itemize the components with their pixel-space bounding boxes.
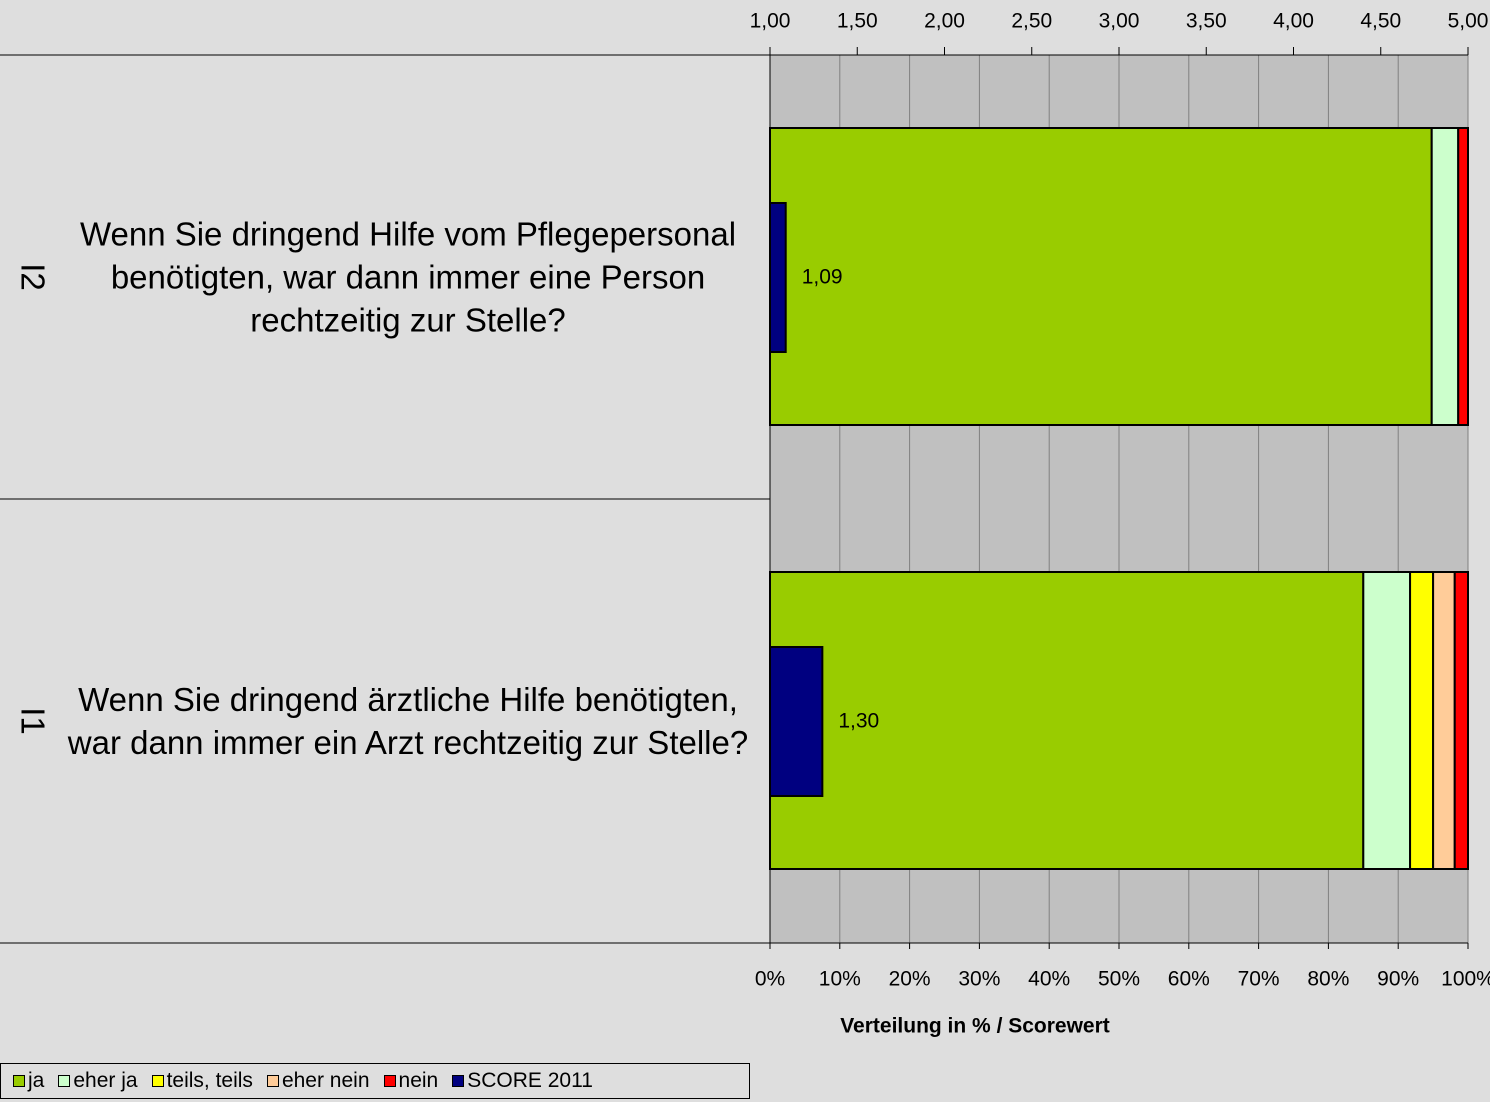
bar-segment	[1457, 127, 1470, 426]
x-tick-label: 100%	[1441, 968, 1490, 991]
legend-swatch	[151, 1075, 164, 1087]
bar-segment	[1362, 571, 1412, 870]
legend-swatch	[383, 1075, 396, 1087]
legend-label: SCORE 2011	[467, 1069, 593, 1092]
x-tick-label: 40%	[1028, 968, 1070, 991]
x-tick-label: 90%	[1377, 968, 1419, 991]
legend: ja eher ja teils, teils eher nein nein SCORE …	[0, 1063, 750, 1099]
legend-swatch	[452, 1075, 465, 1087]
x-tick-label: 0%	[755, 968, 785, 991]
score-bar	[769, 646, 824, 797]
legend-item: ja	[13, 1069, 44, 1093]
x-tick-label: 60%	[1168, 968, 1210, 991]
legend-swatch	[266, 1075, 279, 1087]
x-tick-label: 10%	[819, 968, 861, 991]
row-code: I1	[14, 707, 51, 735]
score-label: 1,09	[802, 266, 843, 289]
bar-segment	[1430, 127, 1460, 426]
legend-label: ja	[28, 1069, 45, 1092]
bar-segment	[769, 571, 1365, 870]
legend-label: eher ja	[73, 1069, 138, 1092]
legend-label: teils, teils	[166, 1069, 253, 1092]
x-axis-label: Verteilung in % / Scorewert	[840, 1015, 1110, 1038]
x-tick-label: 80%	[1307, 968, 1349, 991]
x2-tick-label: 3,50	[1186, 10, 1227, 33]
legend-item: SCORE 2011	[452, 1069, 593, 1093]
x2-tick-label: 1,50	[837, 10, 878, 33]
x2-tick-label: 5,00	[1448, 10, 1489, 33]
x-tick-label: 70%	[1238, 968, 1280, 991]
legend-item: eher nein	[266, 1069, 370, 1093]
legend-item: teils, teils	[151, 1069, 253, 1093]
row-code: I2	[14, 263, 51, 291]
bar-segment	[769, 127, 1433, 426]
bar-segment	[1453, 571, 1470, 870]
x2-tick-label: 1,00	[750, 10, 791, 33]
x2-tick-label: 4,00	[1273, 10, 1314, 33]
x-tick-label: 50%	[1098, 968, 1140, 991]
x-tick-label: 20%	[889, 968, 931, 991]
x-tick-label: 30%	[958, 968, 1000, 991]
legend-item: eher ja	[58, 1069, 138, 1093]
question-label: Wenn Sie dringend ärztliche Hilfe benöti…	[67, 681, 749, 761]
x2-tick-label: 2,00	[924, 10, 965, 33]
x2-tick-label: 4,50	[1360, 10, 1401, 33]
score-label: 1,30	[838, 710, 879, 733]
legend-swatch	[58, 1075, 71, 1087]
question-label: Wenn Sie dringend Hilfe vom Pflegeperson…	[79, 215, 737, 339]
legend-label: nein	[398, 1069, 439, 1092]
bar-segment	[1409, 571, 1435, 870]
x2-tick-label: 2,50	[1011, 10, 1052, 33]
legend-label: eher nein	[281, 1069, 370, 1092]
x2-tick-label: 3,00	[1099, 10, 1140, 33]
bar-segment	[1432, 571, 1456, 870]
legend-item: nein	[383, 1069, 439, 1093]
score-bar	[769, 202, 787, 353]
legend-swatch	[13, 1075, 25, 1087]
